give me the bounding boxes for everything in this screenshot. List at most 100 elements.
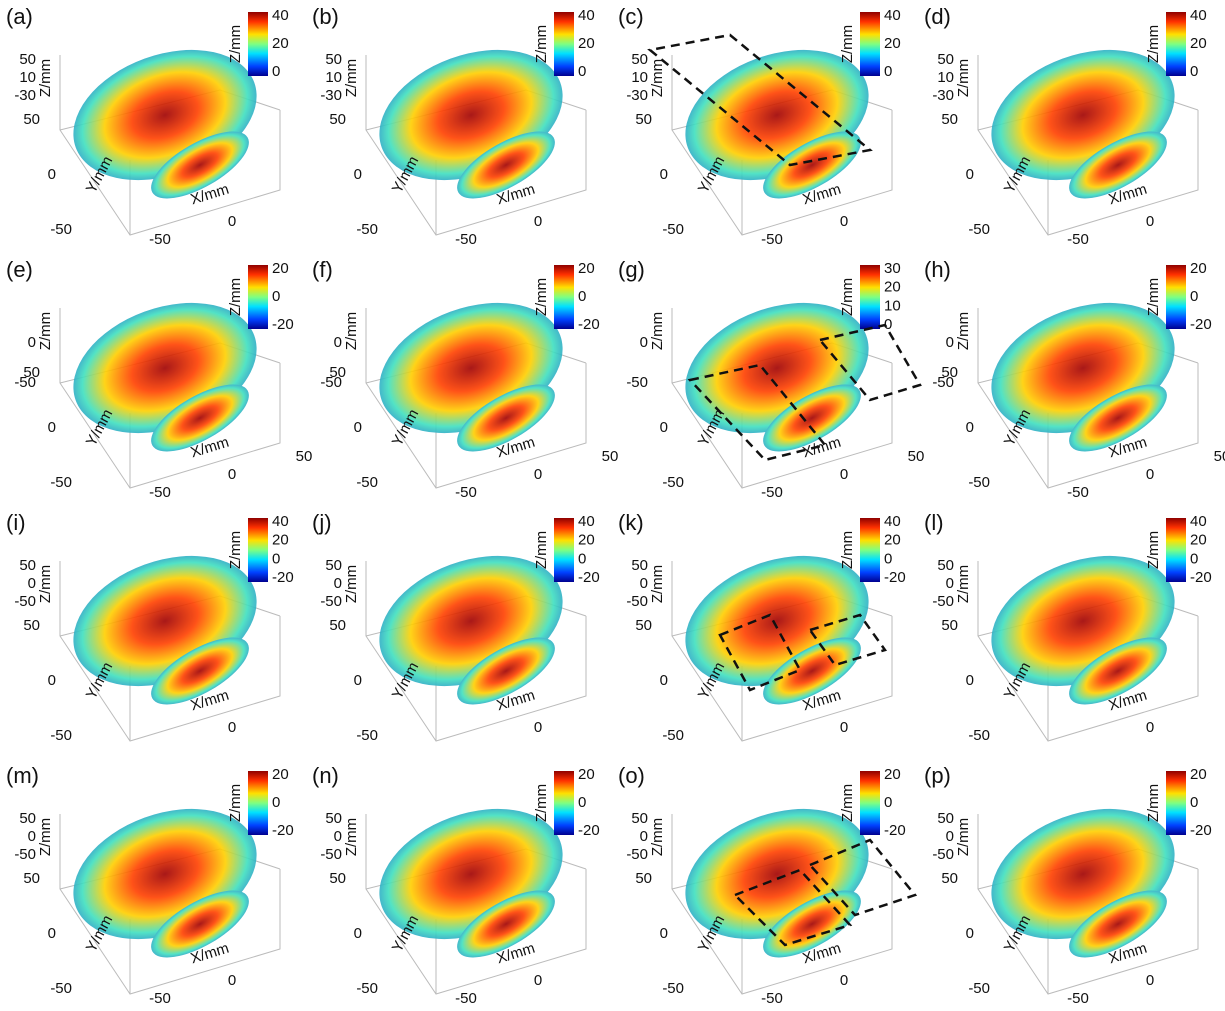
x-tick: 0 — [1146, 972, 1154, 989]
z-axis-label: Z/mm — [649, 565, 666, 603]
z-tick: 50 — [325, 51, 342, 68]
colorbar-tick: 20 — [884, 532, 901, 549]
colorbar-tick: 30 — [884, 260, 901, 277]
panel: (b)Z/mm40200Z/mm5010-30Y/mm500-50X/mm-50… — [312, 4, 595, 248]
panel: (a)Z/mm40200Z/mm5010-30Y/mm500-50X/mm-50… — [6, 4, 289, 248]
y-tick: 0 — [966, 419, 974, 436]
x-tick: 50 — [1214, 448, 1225, 465]
z-tick: 50 — [631, 810, 648, 827]
z-tick: 50 — [937, 557, 954, 574]
z-axis-label: Z/mm — [343, 59, 360, 97]
x-tick: 0 — [228, 972, 236, 989]
panel: (c)Z/mm40200Z/mm5010-30Y/mm500-50X/mm-50… — [618, 4, 901, 248]
colorbar-title: Z/mm — [227, 784, 244, 822]
z-tick: -50 — [932, 846, 954, 863]
colorbar-tick: 40 — [1190, 513, 1207, 530]
x-tick: 0 — [1146, 213, 1154, 230]
x-tick: -50 — [761, 990, 783, 1007]
panel-label: (b) — [312, 4, 339, 29]
z-axis-label: Z/mm — [37, 818, 54, 856]
z-tick: 0 — [640, 334, 648, 351]
x-tick: 0 — [1146, 466, 1154, 483]
panel: (m)Z/mm200-20Z/mm500-50Y/mm500-50X/mm-50… — [6, 763, 294, 1007]
colorbar-tick: 20 — [884, 766, 901, 783]
panel-label: (l) — [924, 510, 944, 535]
colorbar — [554, 12, 574, 76]
y-tick: 50 — [23, 870, 40, 887]
colorbar-tick: 20 — [884, 35, 901, 52]
z-tick: 0 — [640, 828, 648, 845]
z-tick: 0 — [334, 828, 342, 845]
x-tick: 0 — [534, 972, 542, 989]
colorbar-tick: 20 — [578, 260, 595, 277]
x-tick: 50 — [296, 448, 313, 465]
z-axis-label: Z/mm — [343, 565, 360, 603]
x-tick: 50 — [908, 448, 925, 465]
colorbar-tick: -20 — [578, 822, 600, 839]
y-tick: 50 — [635, 870, 652, 887]
y-tick: -50 — [50, 727, 72, 744]
colorbar-title: Z/mm — [227, 25, 244, 63]
panel-label: (c) — [618, 4, 644, 29]
colorbar — [860, 771, 880, 835]
z-axis-label: Z/mm — [955, 818, 972, 856]
colorbar-title: Z/mm — [533, 531, 550, 569]
z-tick: 50 — [631, 51, 648, 68]
colorbar-tick: 20 — [1190, 35, 1207, 52]
z-tick: -50 — [320, 593, 342, 610]
z-axis-label: Z/mm — [955, 565, 972, 603]
colorbar-tick: 40 — [578, 513, 595, 530]
colorbar-title: Z/mm — [533, 278, 550, 316]
panel-label: (o) — [618, 763, 645, 788]
colorbar-tick: 0 — [578, 550, 586, 567]
panel-label: (h) — [924, 257, 951, 282]
z-axis-label: Z/mm — [343, 312, 360, 350]
figure: (a)Z/mm40200Z/mm5010-30Y/mm500-50X/mm-50… — [0, 0, 1225, 1011]
colorbar-title: Z/mm — [1145, 278, 1162, 316]
panel: (g)Z/mm3020100Z/mm0-50Y/mm0-50X/mm-50050 — [618, 257, 924, 501]
colorbar — [1166, 265, 1186, 329]
colorbar-tick: 0 — [1190, 288, 1198, 305]
colorbar-tick: 0 — [884, 550, 892, 567]
panel: (p)Z/mm200-20Z/mm500-50Y/mm500-50X/mm-50… — [924, 763, 1212, 1007]
y-tick: -50 — [968, 221, 990, 238]
panel: (j)Z/mm40200-20Z/mm500-50Y/mm500-50X/mm0 — [312, 510, 600, 744]
colorbar — [248, 771, 268, 835]
z-tick: 50 — [325, 810, 342, 827]
y-tick: -50 — [662, 474, 684, 491]
panel-label: (d) — [924, 4, 951, 29]
y-tick: -50 — [662, 980, 684, 997]
colorbar-tick: 20 — [884, 279, 901, 296]
colorbar-tick: 10 — [884, 297, 901, 314]
x-tick: -50 — [761, 231, 783, 248]
colorbar — [1166, 518, 1186, 582]
y-tick: 50 — [23, 617, 40, 634]
x-tick: -50 — [455, 484, 477, 501]
colorbar-tick: 0 — [578, 63, 586, 80]
y-tick: 50 — [635, 111, 652, 128]
colorbar-tick: 0 — [272, 794, 280, 811]
y-tick: 50 — [329, 111, 346, 128]
colorbar — [1166, 771, 1186, 835]
panel-label: (m) — [6, 763, 39, 788]
panel: (f)Z/mm200-20Z/mm0-50Y/mm500-50X/mm-5005… — [312, 257, 618, 501]
panel-label: (f) — [312, 257, 333, 282]
z-axis-label: Z/mm — [649, 818, 666, 856]
z-tick: -30 — [14, 87, 36, 104]
z-tick: 50 — [937, 810, 954, 827]
colorbar-tick: 20 — [272, 35, 289, 52]
colorbar — [554, 265, 574, 329]
x-tick: 0 — [1146, 719, 1154, 736]
colorbar-tick: 0 — [272, 63, 280, 80]
y-tick: 0 — [48, 419, 56, 436]
z-tick: -30 — [320, 87, 342, 104]
z-axis-label: Z/mm — [343, 818, 360, 856]
z-axis-label: Z/mm — [955, 312, 972, 350]
y-tick: -50 — [50, 221, 72, 238]
y-tick: 50 — [23, 364, 40, 381]
panel-label: (g) — [618, 257, 645, 282]
y-tick: 0 — [48, 925, 56, 942]
colorbar — [860, 12, 880, 76]
colorbar-tick: -20 — [272, 822, 294, 839]
y-tick: 0 — [354, 419, 362, 436]
